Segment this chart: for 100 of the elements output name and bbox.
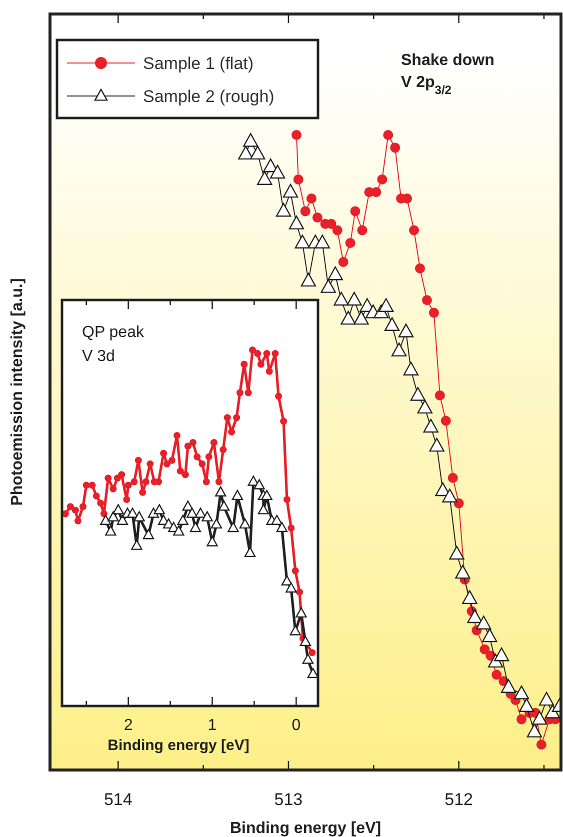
point	[409, 225, 419, 236]
point	[258, 504, 270, 514]
point	[272, 350, 279, 358]
point	[291, 130, 302, 140]
point	[177, 514, 188, 525]
point	[257, 360, 264, 368]
point	[130, 478, 138, 486]
point	[332, 225, 342, 236]
point	[198, 460, 206, 468]
point	[263, 350, 270, 358]
x-tick-label: 514	[104, 790, 132, 809]
point	[66, 503, 74, 510]
point	[271, 514, 282, 525]
point	[134, 511, 145, 522]
point	[173, 432, 180, 439]
point	[328, 266, 343, 280]
point	[134, 456, 142, 464]
point	[190, 522, 202, 532]
point	[428, 308, 439, 318]
point	[306, 194, 316, 204]
point	[422, 295, 432, 306]
point	[186, 508, 198, 518]
point	[442, 488, 458, 502]
point	[476, 616, 492, 630]
point	[494, 647, 510, 662]
point	[160, 450, 168, 457]
legend-label: Sample 1 (flat)	[143, 54, 254, 73]
point	[176, 468, 184, 475]
point	[116, 514, 128, 525]
point	[142, 529, 154, 540]
point	[243, 133, 258, 147]
point	[240, 360, 248, 368]
point	[514, 686, 530, 700]
point	[163, 460, 170, 468]
point	[314, 234, 330, 248]
point	[283, 496, 290, 504]
point	[300, 206, 310, 216]
point	[346, 292, 362, 306]
point	[292, 567, 299, 574]
point	[126, 508, 138, 518]
point	[410, 387, 426, 401]
point	[417, 400, 433, 414]
point	[500, 679, 516, 693]
point	[210, 518, 222, 529]
point	[261, 490, 272, 500]
x-axis-title: Binding energy [eV]	[230, 820, 382, 837]
point	[100, 514, 112, 525]
point	[383, 130, 394, 140]
point	[97, 500, 104, 507]
point	[238, 146, 254, 160]
point	[302, 654, 314, 664]
point	[244, 389, 252, 396]
point	[236, 389, 244, 396]
x-tick-label: 1	[208, 717, 217, 734]
point	[218, 500, 230, 511]
point	[254, 479, 265, 490]
point	[334, 292, 349, 306]
y-axis-title: Photoemission intensity [a.u.]	[9, 278, 26, 506]
point	[482, 628, 498, 642]
point	[250, 146, 266, 160]
point	[123, 496, 130, 504]
point	[210, 439, 218, 446]
text: Shake down	[401, 52, 494, 69]
point	[270, 164, 286, 179]
annotation: V 3d	[82, 348, 115, 365]
point	[173, 525, 184, 536]
point	[74, 517, 82, 524]
point	[281, 575, 293, 586]
point	[194, 508, 206, 518]
point	[205, 453, 212, 460]
point	[398, 324, 414, 338]
point	[88, 482, 96, 489]
point	[293, 174, 304, 184]
point	[224, 414, 231, 422]
point	[105, 525, 116, 536]
point	[300, 636, 312, 646]
point	[82, 482, 90, 489]
point	[142, 478, 150, 486]
point	[182, 471, 189, 478]
point	[288, 524, 295, 532]
point	[266, 368, 273, 375]
point	[257, 171, 272, 185]
point	[340, 310, 356, 325]
point	[233, 414, 240, 422]
point	[79, 503, 86, 510]
point	[146, 460, 154, 468]
point	[254, 350, 262, 358]
point	[429, 438, 444, 452]
point	[320, 279, 336, 293]
point	[414, 263, 425, 274]
point	[296, 588, 304, 596]
point	[296, 607, 307, 618]
point	[538, 692, 554, 706]
x-tick-label: 0	[292, 717, 301, 734]
point	[228, 522, 239, 532]
point	[189, 439, 196, 446]
point	[354, 310, 369, 325]
point	[275, 392, 282, 400]
point	[371, 187, 382, 198]
point	[92, 492, 100, 500]
